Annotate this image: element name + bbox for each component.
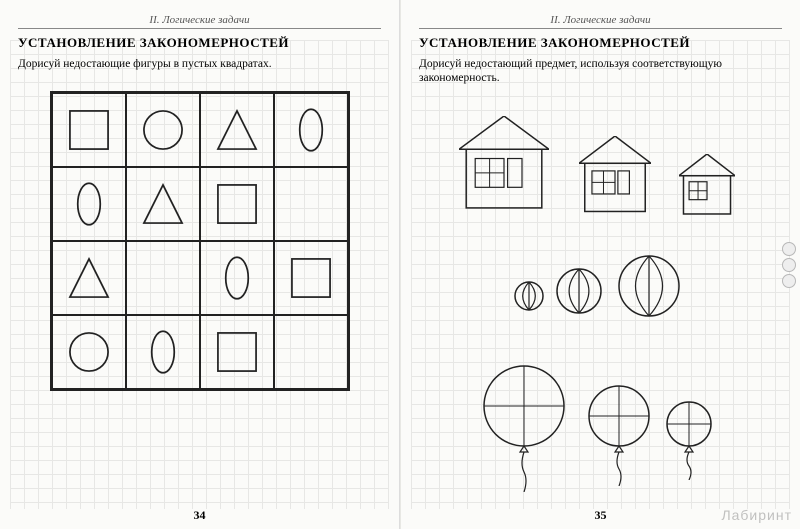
beachball-icon [555,267,603,315]
triangle-icon [137,178,189,230]
circle-icon [63,326,115,378]
grid-cell [52,167,126,241]
balloon-icon [482,364,566,492]
grid-cell [274,93,348,167]
house-icon [679,154,735,216]
book-spread: II. Логические задачи УСТАНОВЛЕНИЕ ЗАКОН… [0,0,800,529]
triangle-icon [63,252,115,304]
triangle-icon [211,104,263,156]
page-number-left: 34 [0,508,399,523]
grid-cell [274,315,348,389]
circle-icon [137,104,189,156]
grid-cell [52,241,126,315]
grid-cell [126,241,200,315]
grid-cell [126,167,200,241]
square-icon [211,178,263,230]
page-left: II. Логические задачи УСТАНОВЛЕНИЕ ЗАКОН… [0,0,400,529]
page-title-left: УСТАНОВЛЕНИЕ ЗАКОНОМЕРНОСТЕЙ [18,35,381,51]
ellipse-icon [63,178,115,230]
square-icon [285,252,337,304]
instruction-right: Дорисуй недостающий предмет, используя с… [419,57,782,86]
ellipse-icon [285,104,337,156]
page-title-right: УСТАНОВЛЕНИЕ ЗАКОНОМЕРНОСТЕЙ [419,35,782,51]
watermark: Лабиринт [721,507,792,523]
section-header-right: II. Логические задачи [419,14,782,29]
balloon-icon [665,400,713,480]
grid-cell [52,315,126,389]
balloon-icon [587,384,651,486]
traffic-light-icon [782,242,796,288]
beachball-icon [513,280,545,312]
shape-pattern-grid [50,91,350,391]
house-icon [579,136,651,214]
house-icon [459,116,549,211]
ellipse-icon [211,252,263,304]
grid-cell [200,315,274,389]
page-right: II. Логические задачи УСТАНОВЛЕНИЕ ЗАКОН… [400,0,800,529]
drawing-area [419,96,782,496]
grid-cell [274,241,348,315]
square-icon [63,104,115,156]
grid-cell [126,315,200,389]
ellipse-icon [137,326,189,378]
grid-cell [52,93,126,167]
grid-cell [200,93,274,167]
grid-cell [126,93,200,167]
instruction-left: Дорисуй недостающие фигуры в пустых квад… [18,57,381,71]
grid-cell [200,167,274,241]
square-icon [211,326,263,378]
beachball-icon [617,254,681,318]
grid-cell [200,241,274,315]
section-header-left: II. Логические задачи [18,14,381,29]
grid-cell [274,167,348,241]
